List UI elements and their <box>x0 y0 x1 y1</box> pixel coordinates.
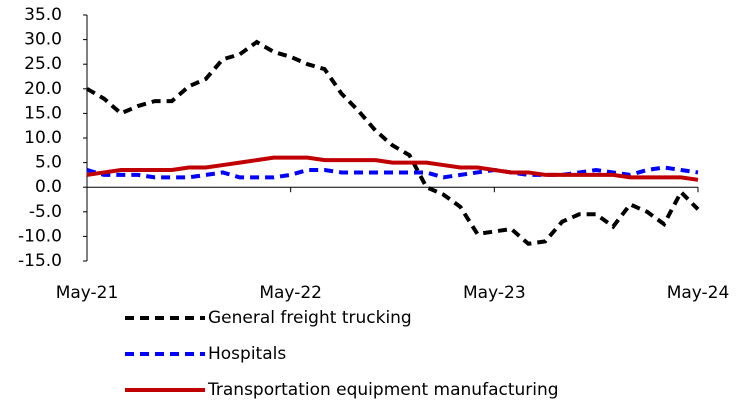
x-tick-label: May-23 <box>463 283 526 303</box>
y-tick-label: 10.0 <box>24 128 62 148</box>
series-line <box>86 155 699 182</box>
y-tick-label: 25.0 <box>24 54 62 74</box>
legend-label: Transportation equipment manufacturing <box>207 380 559 400</box>
x-tick-label: May-21 <box>56 283 119 303</box>
y-tick-label: 35.0 <box>24 5 62 25</box>
y-tick-label: -5.0 <box>29 202 62 222</box>
series-line <box>85 39 700 246</box>
x-tick-label: May-22 <box>259 283 322 303</box>
y-tick-label: 5.0 <box>35 153 62 173</box>
y-tick-label: 20.0 <box>24 79 62 99</box>
legend-label: General freight trucking <box>208 308 412 328</box>
legend-label: Hospitals <box>208 344 286 364</box>
y-tick-label: -15.0 <box>18 251 62 271</box>
series-line <box>86 165 699 180</box>
y-tick-label: 30.0 <box>24 30 62 50</box>
y-tick-label: 15.0 <box>24 103 62 123</box>
y-tick-label: -10.0 <box>18 226 62 246</box>
x-tick-label: May-24 <box>667 283 730 303</box>
y-tick-label: 0.0 <box>35 177 62 197</box>
